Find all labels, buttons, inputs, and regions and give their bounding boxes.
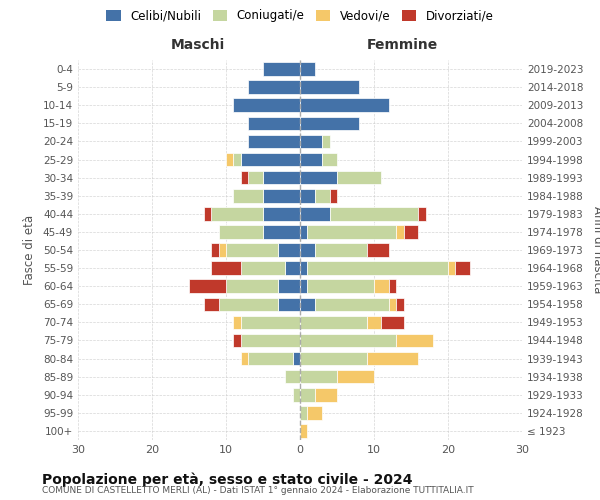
Bar bbox=[278, 243, 300, 257]
Bar bbox=[300, 225, 307, 238]
Bar bbox=[329, 189, 337, 202]
Bar bbox=[300, 388, 315, 402]
Bar bbox=[404, 225, 418, 238]
Bar bbox=[300, 262, 307, 275]
Y-axis label: Anni di nascita: Anni di nascita bbox=[590, 206, 600, 294]
Bar bbox=[226, 243, 278, 257]
Bar bbox=[248, 116, 300, 130]
Bar bbox=[367, 243, 389, 257]
Bar bbox=[241, 262, 285, 275]
Bar bbox=[263, 225, 300, 238]
Bar bbox=[300, 98, 389, 112]
Bar bbox=[263, 171, 300, 184]
Bar bbox=[322, 134, 329, 148]
Y-axis label: Fasce di età: Fasce di età bbox=[23, 215, 36, 285]
Bar bbox=[285, 262, 300, 275]
Bar bbox=[211, 262, 241, 275]
Bar bbox=[241, 352, 248, 366]
Bar bbox=[293, 388, 300, 402]
Bar bbox=[300, 152, 322, 166]
Bar bbox=[233, 152, 241, 166]
Bar bbox=[382, 316, 404, 329]
Bar bbox=[389, 298, 396, 311]
Bar bbox=[300, 334, 396, 347]
Bar bbox=[248, 171, 263, 184]
Bar bbox=[278, 298, 300, 311]
Bar bbox=[233, 98, 300, 112]
Bar bbox=[300, 406, 307, 419]
Bar bbox=[300, 189, 315, 202]
Bar bbox=[233, 334, 241, 347]
Bar bbox=[322, 152, 337, 166]
Legend: Celibi/Nubili, Coniugati/e, Vedovi/e, Divorziati/e: Celibi/Nubili, Coniugati/e, Vedovi/e, Di… bbox=[103, 6, 497, 26]
Bar bbox=[300, 316, 367, 329]
Bar bbox=[337, 370, 374, 384]
Bar bbox=[204, 298, 218, 311]
Bar bbox=[307, 225, 396, 238]
Bar bbox=[300, 352, 367, 366]
Bar bbox=[241, 171, 248, 184]
Bar bbox=[248, 352, 293, 366]
Bar bbox=[204, 207, 211, 220]
Bar bbox=[241, 334, 300, 347]
Bar bbox=[396, 334, 433, 347]
Bar bbox=[248, 134, 300, 148]
Bar bbox=[300, 80, 359, 94]
Bar bbox=[241, 316, 300, 329]
Bar bbox=[241, 152, 300, 166]
Bar bbox=[367, 316, 382, 329]
Bar bbox=[300, 62, 315, 76]
Bar bbox=[374, 280, 389, 293]
Bar bbox=[218, 243, 226, 257]
Bar bbox=[218, 225, 263, 238]
Bar bbox=[300, 116, 359, 130]
Bar bbox=[211, 207, 263, 220]
Bar bbox=[263, 62, 300, 76]
Bar bbox=[226, 280, 278, 293]
Bar bbox=[315, 298, 389, 311]
Bar bbox=[367, 352, 418, 366]
Bar bbox=[337, 171, 382, 184]
Bar bbox=[263, 207, 300, 220]
Bar bbox=[248, 80, 300, 94]
Bar bbox=[455, 262, 470, 275]
Bar bbox=[307, 406, 322, 419]
Bar bbox=[189, 280, 226, 293]
Bar bbox=[300, 280, 307, 293]
Bar bbox=[233, 316, 241, 329]
Bar bbox=[389, 280, 396, 293]
Bar bbox=[233, 189, 263, 202]
Bar bbox=[307, 262, 448, 275]
Bar bbox=[329, 207, 418, 220]
Bar bbox=[218, 298, 278, 311]
Bar bbox=[307, 280, 374, 293]
Bar bbox=[300, 171, 337, 184]
Bar bbox=[315, 243, 367, 257]
Bar bbox=[278, 280, 300, 293]
Bar bbox=[300, 134, 322, 148]
Text: Femmine: Femmine bbox=[367, 38, 438, 52]
Bar bbox=[396, 225, 404, 238]
Text: Maschi: Maschi bbox=[171, 38, 225, 52]
Bar bbox=[226, 152, 233, 166]
Bar bbox=[300, 207, 329, 220]
Bar bbox=[300, 370, 337, 384]
Bar bbox=[293, 352, 300, 366]
Bar bbox=[418, 207, 426, 220]
Bar bbox=[285, 370, 300, 384]
Bar bbox=[211, 243, 218, 257]
Bar bbox=[300, 424, 307, 438]
Text: Popolazione per età, sesso e stato civile - 2024: Popolazione per età, sesso e stato civil… bbox=[42, 472, 413, 487]
Bar bbox=[448, 262, 455, 275]
Bar bbox=[315, 388, 337, 402]
Bar bbox=[300, 298, 315, 311]
Bar bbox=[396, 298, 404, 311]
Bar bbox=[315, 189, 329, 202]
Bar bbox=[263, 189, 300, 202]
Bar bbox=[300, 243, 315, 257]
Text: COMUNE DI CASTELLETTO MERLI (AL) - Dati ISTAT 1° gennaio 2024 - Elaborazione TUT: COMUNE DI CASTELLETTO MERLI (AL) - Dati … bbox=[42, 486, 473, 495]
